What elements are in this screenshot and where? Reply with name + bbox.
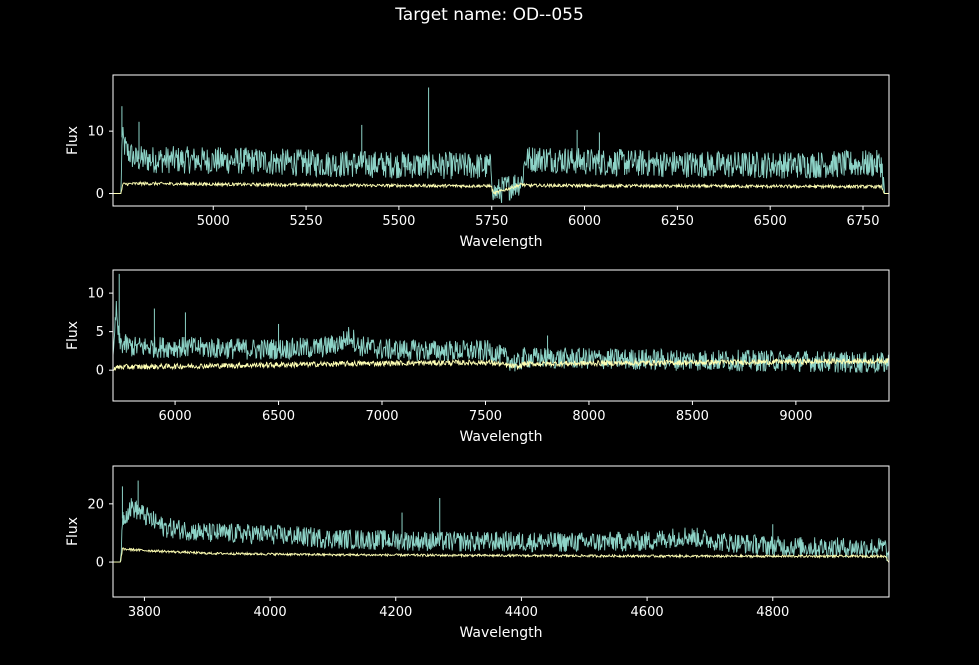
x-tick-label: 5000 — [197, 214, 230, 229]
x-tick-label: 3800 — [128, 605, 161, 620]
figure-title: Target name: OD--055 — [395, 5, 584, 25]
x-tick-label: 6250 — [661, 214, 694, 229]
x-tick-label: 6000 — [568, 214, 601, 229]
x-axis-label: Wavelength — [459, 625, 542, 641]
x-tick-label: 5250 — [290, 214, 323, 229]
x-tick-label: 6500 — [754, 214, 787, 229]
spectrum-panel-1: 5000 5250 5500 5750 6000 6250 6500 6750 0 10 Wavel… — [65, 74, 890, 250]
x-tick-label: 9000 — [779, 409, 812, 424]
x-axis-label: Wavelength — [459, 429, 542, 445]
y-tick-label: 20 — [87, 497, 104, 512]
y-tick-label: 5 — [96, 325, 104, 340]
series-2-line — [113, 180, 889, 195]
x-axis-label: Wavelength — [459, 234, 542, 250]
x-tick-label: 6750 — [846, 214, 879, 229]
y-tick-label: 0 — [96, 556, 104, 571]
axes-frame — [112, 465, 890, 598]
x-tick-label: 4400 — [505, 605, 538, 620]
x-tick-label: 6000 — [159, 409, 192, 424]
spectrum-panel-3: 3800 4000 4200 4400 4600 4800 0 20 Wavelength Flu… — [65, 465, 890, 641]
series-2-line — [113, 357, 889, 372]
x-tick-label: 6500 — [262, 409, 295, 424]
series-2-line — [113, 547, 889, 563]
y-tick-label: 10 — [87, 287, 104, 302]
series-1-line — [113, 300, 889, 374]
x-tick-label: 7500 — [469, 409, 502, 424]
x-tick-label: 4800 — [756, 605, 789, 620]
series-1-line — [113, 498, 889, 563]
y-axis-label: Flux — [65, 126, 81, 155]
x-tick-label: 8500 — [676, 409, 709, 424]
axes-frame — [112, 269, 890, 402]
x-tick-label: 7000 — [365, 409, 398, 424]
axes-frame — [112, 74, 890, 207]
y-axis-label: Flux — [65, 321, 81, 350]
y-tick-label: 0 — [96, 187, 104, 202]
x-tick-label: 4600 — [631, 605, 664, 620]
y-tick-label: 10 — [87, 125, 104, 140]
y-tick-label: 0 — [96, 364, 104, 379]
x-tick-label: 4200 — [379, 605, 412, 620]
y-axis-label: Flux — [65, 517, 81, 546]
x-tick-label: 5750 — [475, 214, 508, 229]
x-tick-label: 5500 — [382, 214, 415, 229]
x-tick-label: 4000 — [254, 605, 287, 620]
x-tick-label: 8000 — [572, 409, 605, 424]
series-1-line — [113, 126, 889, 204]
spectrum-panel-2: 6000 6500 7000 7500 8000 8500 9000 0 5 10 Waveleng… — [65, 269, 890, 445]
